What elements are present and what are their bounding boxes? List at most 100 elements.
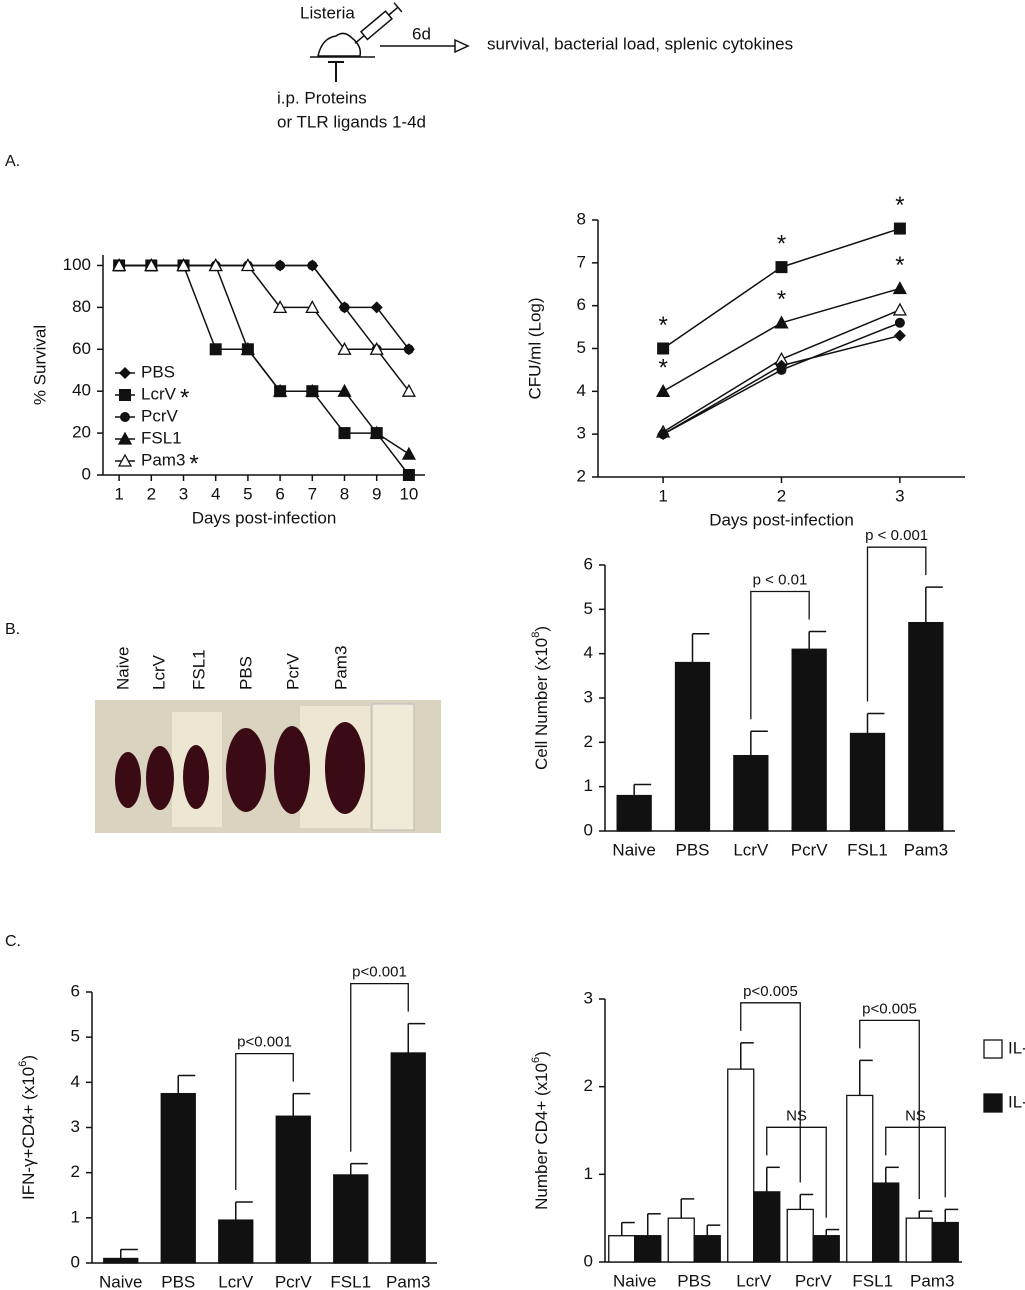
- x-tick-label: LcrV: [218, 1272, 254, 1290]
- x-tick-label: 8: [340, 484, 349, 503]
- y-axis-label-superscript: 8: [530, 632, 542, 638]
- bar: [634, 1235, 662, 1263]
- marker: [369, 425, 384, 439]
- bar: [846, 1094, 874, 1263]
- y-tick-label: 100: [63, 255, 91, 274]
- y-axis-label: IFN-γ+CD4+ (x106): [17, 1055, 39, 1200]
- marker: [656, 383, 671, 397]
- spleen: [183, 745, 209, 809]
- y-tick-label: 0: [71, 1252, 80, 1271]
- x-tick-label: 10: [399, 484, 418, 503]
- legend-marker: [117, 431, 133, 445]
- bar: [608, 1235, 636, 1263]
- bar: [753, 1191, 781, 1263]
- photo-label: PBS: [236, 656, 255, 690]
- legend-label: PcrV: [141, 406, 179, 425]
- bar: [160, 1092, 196, 1264]
- y-tick-label: 60: [72, 339, 91, 358]
- legend-label: Pam3: [141, 450, 185, 469]
- x-tick-label: PBS: [677, 1271, 711, 1290]
- marker: [144, 258, 159, 272]
- significance-label: NS: [905, 1107, 926, 1124]
- significance-bracket: [885, 1126, 946, 1198]
- x-tick-label: FSL1: [330, 1272, 371, 1290]
- y-axis-label: Number CD4+ (x106): [530, 1051, 552, 1210]
- bar: [931, 1221, 959, 1263]
- syringe-plunger: [388, 6, 399, 16]
- marker: [657, 342, 670, 355]
- x-tick-label: PcrV: [791, 840, 829, 859]
- y-tick-label: 4: [71, 1072, 80, 1091]
- spleen: [115, 752, 141, 808]
- y-tick-label: 80: [72, 297, 91, 316]
- bar: [693, 1235, 721, 1263]
- marker: [337, 341, 352, 355]
- y-axis-label-part: Number CD4+ (x10: [532, 1063, 551, 1210]
- y-tick-label: 5: [71, 1027, 80, 1046]
- y-tick-label: 2: [584, 732, 593, 751]
- y-axis-label: Cell Number (x108): [530, 626, 552, 770]
- chart: 0 1 2 3 4 5 6 Naive PBS LcrV PcrV FSL1 Pam3 p<0.001 p<…: [71, 964, 437, 1290]
- x-tick-label: Pam3: [904, 840, 948, 859]
- y-tick-label: 1: [584, 1164, 593, 1183]
- syringe-plunger-end: [393, 2, 403, 13]
- significance-mark: *: [777, 230, 786, 257]
- photo-labels: Naive LcrV FSL1 PBS PcrV Pam3: [113, 646, 350, 690]
- significance-bracket: [866, 546, 927, 702]
- bar: [733, 754, 769, 832]
- bar: [872, 1182, 900, 1263]
- photo-label: Naive: [113, 647, 132, 690]
- significance-mark: *: [777, 286, 786, 313]
- inject-label: Listeria: [300, 3, 355, 22]
- significance-label: p<0.001: [237, 1034, 292, 1051]
- legend-swatch: [983, 1093, 1003, 1113]
- y-tick-label: 0: [584, 1251, 593, 1270]
- marker: [774, 315, 789, 329]
- marker: [209, 343, 222, 356]
- chart: 2 3 4 5 6 7 8 1 2 3 Days post-infection * * * * * *: [577, 192, 965, 529]
- marker: [370, 301, 383, 314]
- marker: [892, 281, 907, 295]
- marker: [403, 344, 414, 355]
- spleen: [146, 746, 174, 810]
- y-tick-label: 3: [584, 687, 593, 706]
- series-line: [119, 264, 410, 455]
- marker: [402, 469, 415, 481]
- x-tick-label: FSL1: [852, 1271, 893, 1290]
- y-axis-label-part: ): [532, 626, 551, 632]
- marker: [273, 300, 288, 314]
- y-tick-label: 5: [584, 599, 593, 618]
- chart: 0 1 2 3 Naive PBS LcrV PcrV FSL1 Pam3 p<0.005 NS p<0…: [584, 983, 1025, 1290]
- x-tick-label: 4: [211, 484, 220, 503]
- significance-label: p<0.005: [743, 983, 798, 1000]
- panel-label: A.: [5, 153, 20, 170]
- x-axis-label: Days post-infection: [192, 508, 337, 527]
- y-tick-label: 5: [577, 338, 586, 357]
- photo-label: FSL1: [189, 649, 208, 690]
- x-tick-label: 6: [275, 484, 284, 503]
- legend-label: IL-10: [1008, 1038, 1025, 1057]
- marker: [305, 300, 320, 314]
- y-axis-label: % Survival: [30, 325, 49, 405]
- photo-label: Pam3: [331, 646, 350, 690]
- y-tick-label: 3: [71, 1117, 80, 1136]
- significance-mark: *: [895, 192, 904, 219]
- bar: [908, 621, 944, 832]
- x-axis-label: Days post-infection: [709, 510, 854, 529]
- x-tick-label: LcrV: [733, 840, 769, 859]
- legend-note: *: [180, 384, 189, 411]
- x-tick-label: PcrV: [795, 1271, 833, 1290]
- bar: [103, 1257, 139, 1264]
- legend-marker: [119, 389, 131, 401]
- y-tick-label: 4: [577, 381, 586, 400]
- chart: 0 1 2 3 4 5 6 Naive PBS LcrV PcrV FSL1 Pam3 p < 0.01 p…: [584, 527, 955, 859]
- syringe: [354, 2, 403, 44]
- spleen: [325, 722, 365, 814]
- x-tick-label: 5: [243, 484, 252, 503]
- significance-bracket: [350, 982, 409, 1152]
- x-tick-label: PcrV: [275, 1272, 313, 1290]
- x-tick-label: Naive: [613, 1271, 656, 1290]
- treatment-label: i.p. Proteins: [277, 88, 367, 107]
- significance-bracket: [750, 590, 810, 720]
- x-tick-label: LcrV: [736, 1271, 772, 1290]
